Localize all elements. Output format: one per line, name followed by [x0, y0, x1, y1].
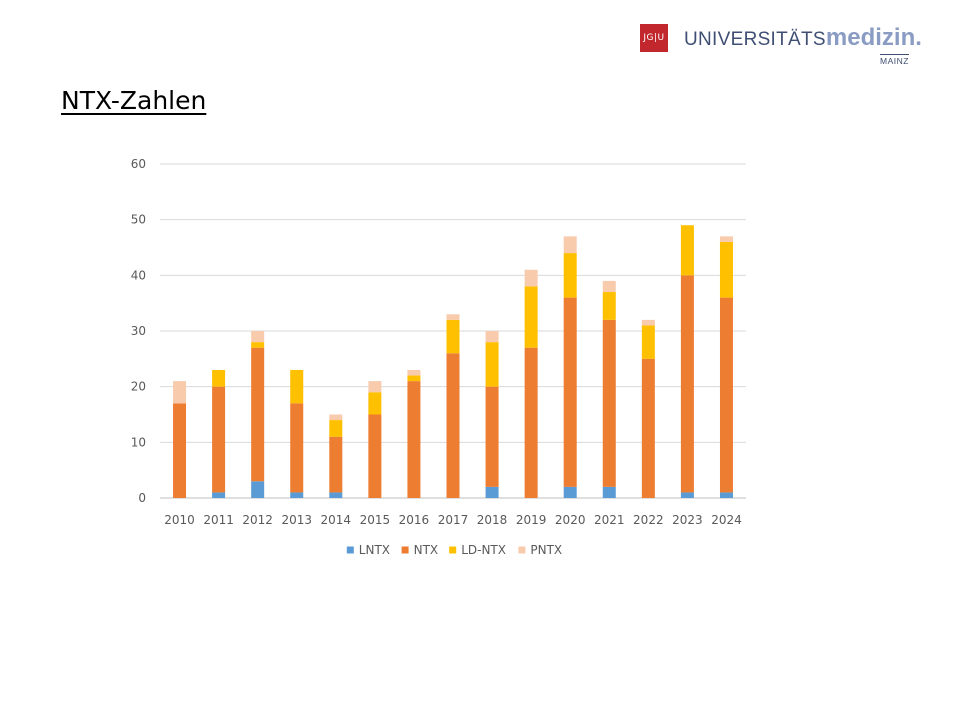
- bar-segment-pntx-2020: [563, 236, 577, 254]
- x-tick-label: 2017: [438, 513, 469, 527]
- bar-segment-ntx-2022: [641, 358, 655, 498]
- x-tick-label: 2023: [672, 513, 703, 527]
- bar-segment-ld-ntx-2019: [524, 286, 538, 348]
- x-tick-label: 2020: [555, 513, 586, 527]
- bar-segment-pntx-2021: [602, 280, 616, 293]
- bar-segment-ntx-2013: [290, 403, 304, 493]
- logo-mainz: MAINZ: [880, 54, 909, 66]
- bar-segment-pntx-2012: [251, 331, 265, 343]
- x-tick-label: 2012: [242, 513, 273, 527]
- x-axis-tick-labels: 2010 2011 2012 2013 2014 2015 2016 2017 2018 2019…: [164, 513, 741, 527]
- bar-segment-lntx-2021: [602, 486, 616, 498]
- bar-segment-ntx-2016: [407, 381, 421, 498]
- bar-segment-lntx-2018: [485, 486, 499, 498]
- logo-universitaets: UNIVERSITÄTS: [684, 29, 826, 50]
- y-tick-label: 30: [131, 324, 146, 338]
- bar-segment-ld-ntx-2012: [251, 342, 265, 348]
- bar-segment-ntx-2020: [563, 297, 577, 487]
- bar-segment-ntx-2010: [173, 403, 187, 498]
- logo-medizin: medizin.: [825, 24, 922, 51]
- bar-segment-ld-ntx-2023: [680, 225, 694, 276]
- bar-segment-ntx-2023: [680, 275, 694, 493]
- bar-segment-pntx-2010: [173, 381, 187, 404]
- bar-segment-ld-ntx-2022: [641, 325, 655, 359]
- y-tick-label: 60: [131, 157, 146, 171]
- bar-segment-pntx-2024: [719, 236, 733, 242]
- bar-segment-ntx-2017: [446, 353, 460, 498]
- bar-segment-pntx-2019: [524, 269, 538, 287]
- bar-segment-ld-ntx-2015: [368, 392, 382, 415]
- x-tick-label: 2011: [203, 513, 234, 527]
- x-tick-label: 2024: [711, 513, 742, 527]
- bar-segment-lntx-2023: [680, 492, 694, 498]
- bar-segment-lntx-2013: [290, 492, 304, 498]
- legend-label-ld-ntx: LD-NTX: [461, 543, 506, 557]
- x-tick-label: 2013: [281, 513, 312, 527]
- y-tick-label: 0: [138, 491, 146, 505]
- bar-segment-ld-ntx-2020: [563, 253, 577, 298]
- legend-label-ntx: NTX: [414, 543, 439, 557]
- bar-segment-ntx-2011: [212, 386, 226, 493]
- bar-segment-pntx-2016: [407, 369, 421, 376]
- y-tick-label: 10: [131, 435, 146, 449]
- x-tick-label: 2016: [399, 513, 430, 527]
- legend-swatch-ntx: [401, 546, 409, 554]
- bar-segment-pntx-2014: [329, 414, 343, 421]
- bar-segment-lntx-2020: [563, 486, 577, 498]
- x-tick-label: 2021: [594, 513, 625, 527]
- chart-legend: LNTX NTX LD-NTX PNTX: [346, 543, 562, 557]
- bar-segment-ntx-2024: [719, 297, 733, 493]
- bar-segment-lntx-2014: [329, 492, 343, 498]
- bar-segment-pntx-2017: [446, 314, 460, 320]
- bar-segment-ld-ntx-2024: [719, 241, 733, 298]
- bar-segment-ld-ntx-2013: [290, 369, 304, 404]
- y-axis-tick-labels: 0 10 20 30 40 50 60: [131, 157, 146, 505]
- x-tick-label: 2015: [360, 513, 391, 527]
- bar-segment-pntx-2015: [368, 381, 382, 393]
- legend-swatch-pntx: [518, 546, 526, 554]
- x-tick-label: 2010: [164, 513, 195, 527]
- bar-segment-pntx-2022: [641, 319, 655, 326]
- university-logo: JG|U UNIVERSITÄTSmedizin. MAINZ: [640, 24, 922, 70]
- bar-segment-lntx-2012: [251, 481, 265, 498]
- bar-segment-lntx-2011: [212, 492, 226, 498]
- bar-segment-ntx-2021: [602, 319, 616, 487]
- bar-segment-ld-ntx-2021: [602, 292, 616, 320]
- bar-segment-ntx-2015: [368, 414, 382, 498]
- y-tick-label: 20: [131, 380, 146, 394]
- bar-segment-ld-ntx-2016: [407, 375, 421, 382]
- legend-swatch-ld-ntx: [449, 546, 457, 554]
- bar-segment-pntx-2018: [485, 331, 499, 343]
- y-tick-label: 40: [131, 268, 146, 282]
- bar-segment-ntx-2019: [524, 347, 538, 498]
- bar-segment-ld-ntx-2018: [485, 342, 499, 387]
- bar-segment-ld-ntx-2011: [212, 369, 226, 387]
- bar-segment-ntx-2012: [251, 347, 265, 482]
- y-tick-label: 50: [131, 213, 146, 227]
- x-tick-label: 2022: [633, 513, 664, 527]
- legend-swatch-lntx: [346, 546, 354, 554]
- chart-bars: [173, 225, 733, 498]
- bar-segment-ntx-2014: [329, 436, 343, 493]
- logo-wordmark: UNIVERSITÄTSmedizin.: [684, 24, 922, 54]
- x-tick-label: 2014: [321, 513, 352, 527]
- page-title: NTX-Zahlen: [61, 86, 207, 115]
- legend-label-pntx: PNTX: [530, 543, 562, 557]
- x-tick-label: 2018: [477, 513, 508, 527]
- bar-segment-ld-ntx-2014: [329, 420, 343, 437]
- bar-segment-ntx-2018: [485, 386, 499, 487]
- jgu-logo-box: JG|U: [640, 24, 668, 52]
- x-tick-label: 2019: [516, 513, 547, 527]
- bar-segment-ld-ntx-2017: [446, 319, 460, 354]
- bar-segment-lntx-2024: [719, 492, 733, 498]
- legend-label-lntx: LNTX: [359, 543, 390, 557]
